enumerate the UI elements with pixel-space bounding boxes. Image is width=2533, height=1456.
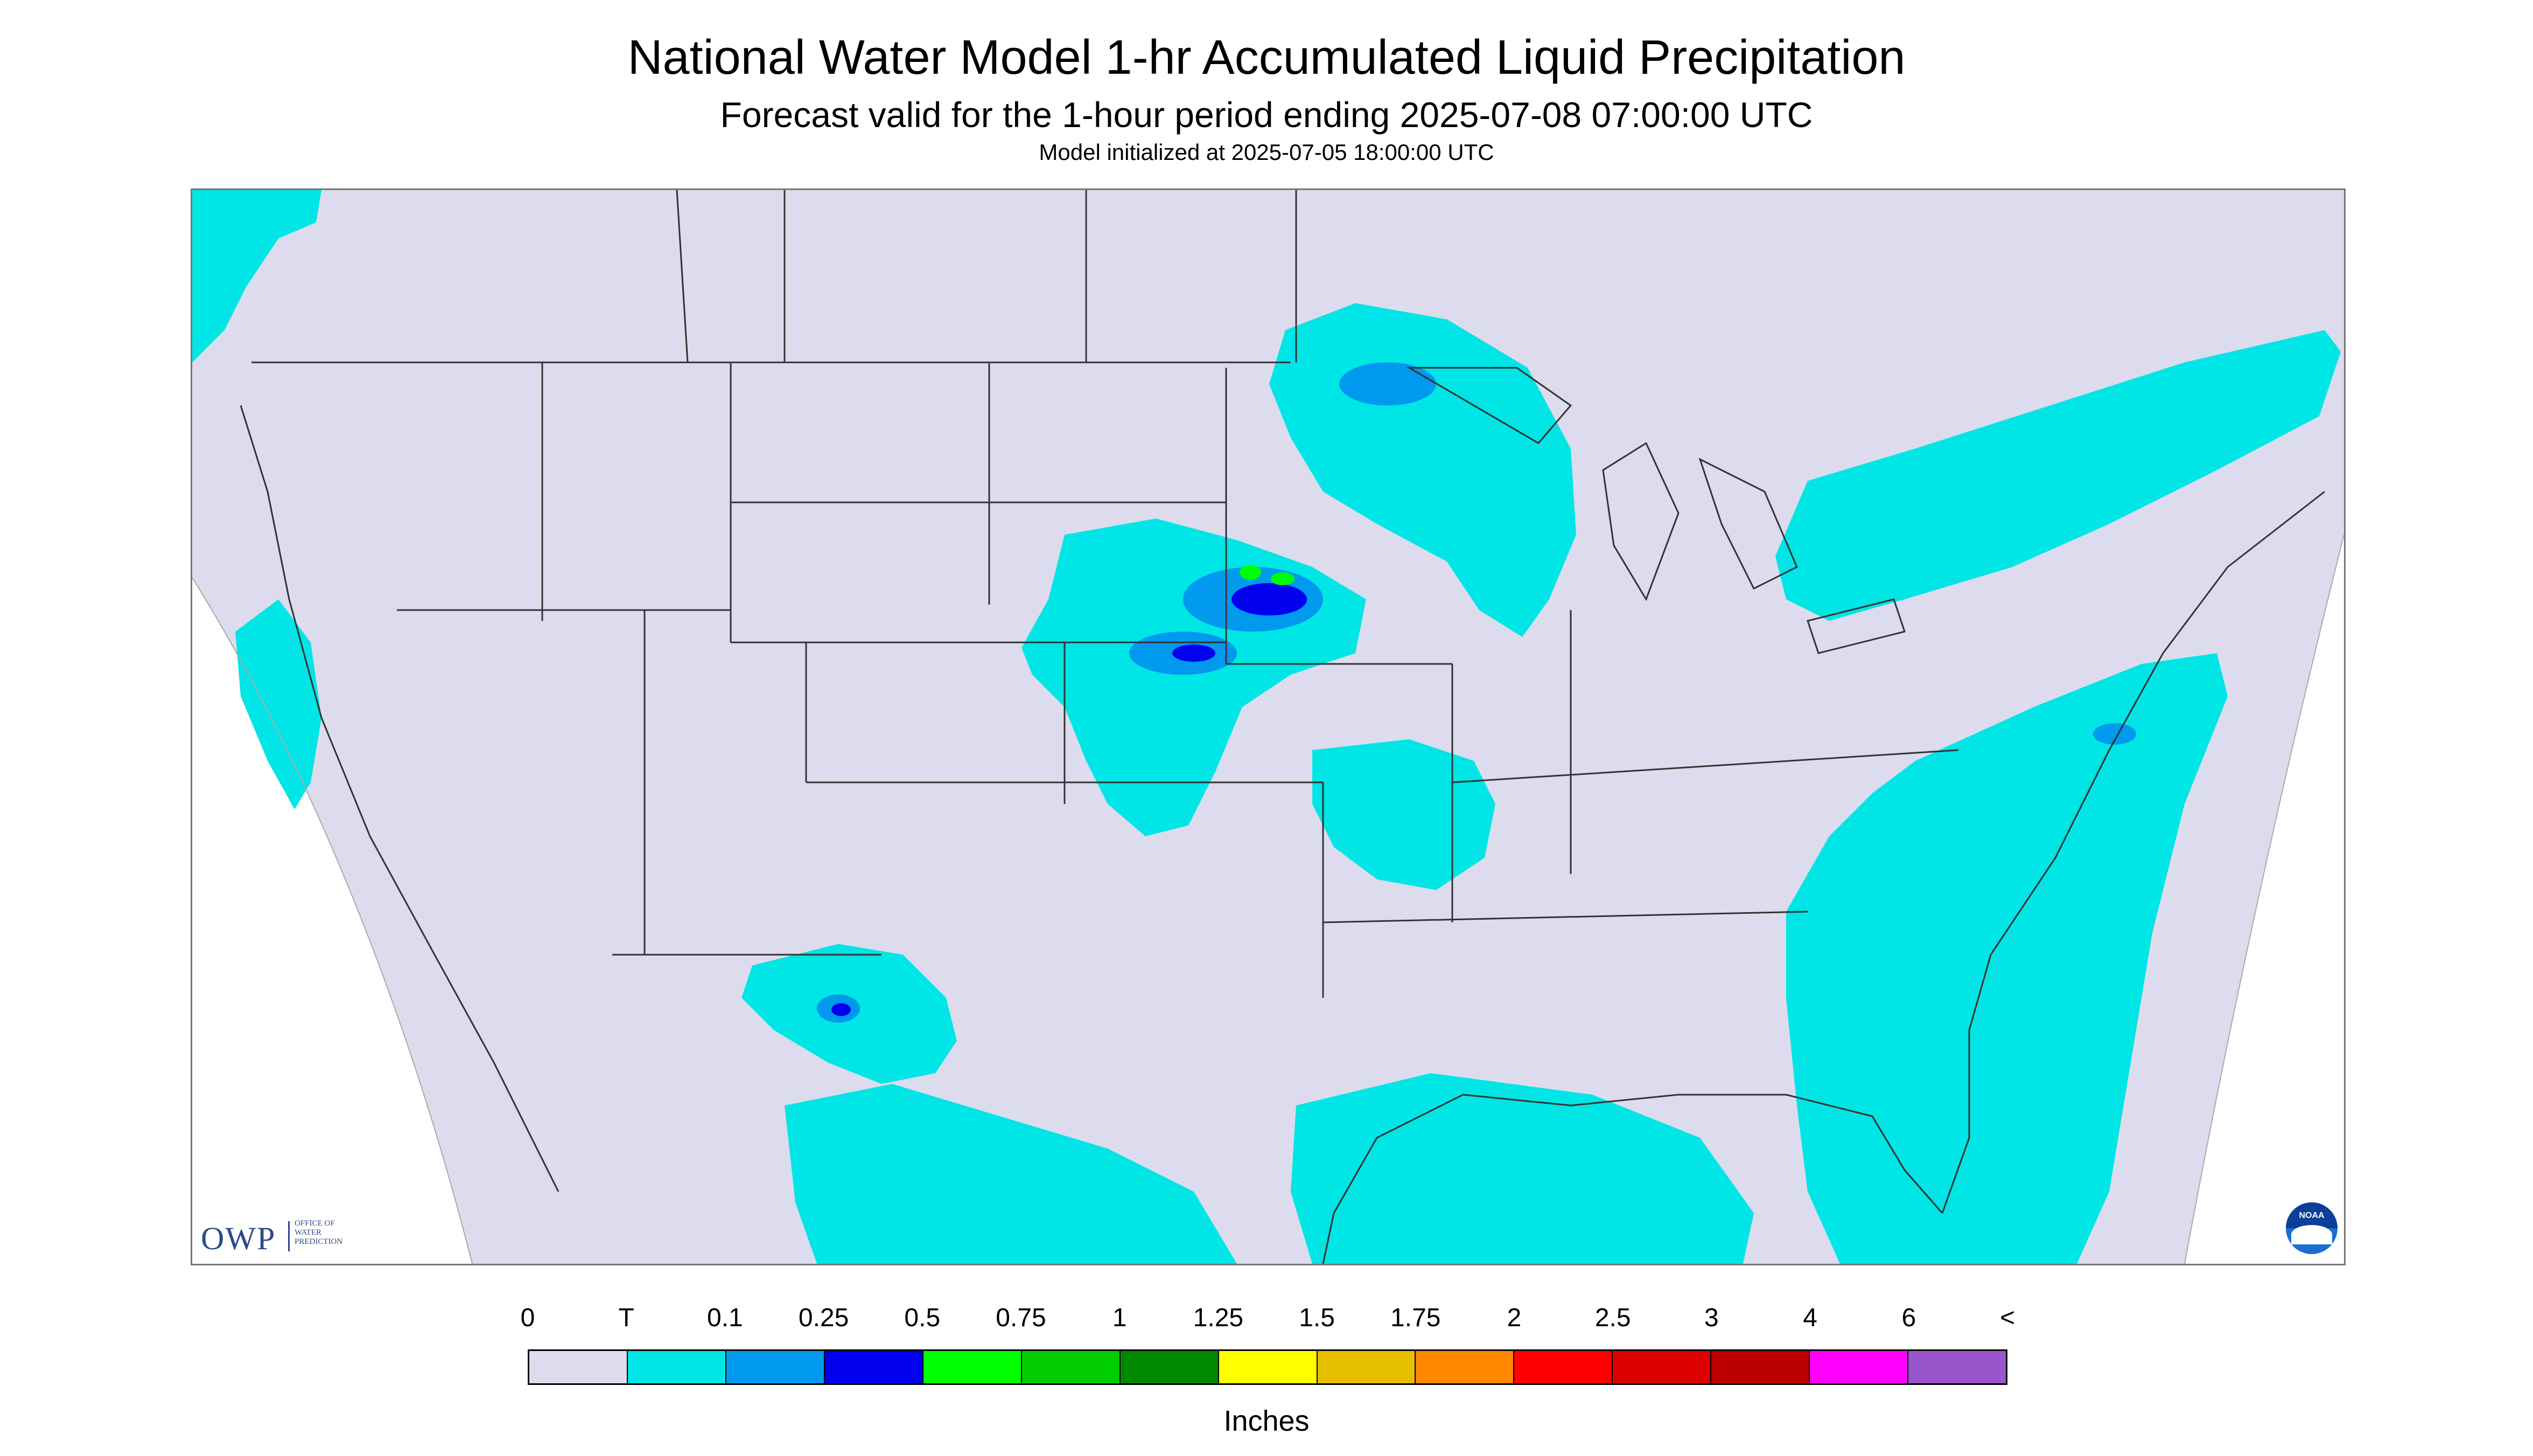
legend-label: 0.75 [996, 1304, 1046, 1332]
legend-swatch [1908, 1351, 2006, 1383]
precip-half-minnesota-a [1240, 565, 1261, 580]
precip-core-superior [1339, 362, 1436, 405]
legend-label: 4 [1803, 1304, 1817, 1332]
legend-label: 0.25 [798, 1304, 849, 1332]
precip-area-southeast [1786, 653, 2228, 1264]
legend-swatch [824, 1351, 923, 1383]
precip-quarter-nm [831, 1003, 851, 1016]
legend-labels: 0 T 0.1 0.25 0.5 0.75 1 1.25 1.5 1.75 2 2.5 3 4 6 < [0, 1305, 2533, 1338]
noaa-emblem-icon: NOAA [2286, 1202, 2338, 1254]
great-lakes-outline [1406, 367, 1906, 654]
noaa-emblem-wave [2291, 1225, 2332, 1244]
legend-label: 1 [1112, 1304, 1127, 1332]
precip-area-gulf [1291, 1073, 1754, 1264]
precip-area-mexico [785, 1084, 1237, 1264]
map-canvas [192, 190, 2344, 1264]
precip-area-pacific-nw [192, 190, 321, 362]
model-domain-edge [192, 534, 2344, 1264]
noaa-emblem-text: NOAA [2299, 1211, 2325, 1220]
boundary-line [397, 362, 1959, 998]
legend-swatch [1219, 1351, 1318, 1383]
legend-label: 0.5 [904, 1304, 941, 1332]
legend-label: T [618, 1304, 634, 1332]
precip-area-northeast [1775, 330, 2341, 621]
owp-logo-fullname: OFFICE OF WATER PREDICTION [295, 1219, 375, 1247]
legend-label: 3 [1704, 1304, 1719, 1332]
legend-swatch [1120, 1351, 1219, 1383]
coastline-west [240, 405, 559, 1192]
noaa-emblem-sky [2286, 1202, 2338, 1228]
precipitation-map: OWP OFFICE OF WATER PREDICTION NOAA [191, 188, 2346, 1265]
precip-half-minnesota-b [1271, 572, 1295, 585]
legend-swatch [726, 1351, 825, 1383]
legend-swatch [1021, 1351, 1121, 1383]
owp-logo-divider [288, 1221, 290, 1251]
legend-swatch [529, 1351, 628, 1383]
coastline-east [1941, 491, 2325, 1214]
boundary-line [783, 190, 1297, 362]
precip-area-ozarks [1312, 739, 1495, 890]
chart-title: National Water Model 1-hr Accumulated Li… [627, 31, 1906, 85]
legend-units: Inches [1223, 1405, 1310, 1437]
precip-quarter-areas [831, 583, 1307, 1016]
boundary-line [257, 190, 689, 363]
owp-logo-text: OWP [201, 1221, 276, 1256]
legend-swatch [1514, 1351, 1613, 1383]
legend-swatch [1613, 1351, 1712, 1383]
precip-trace-areas [192, 190, 2341, 1264]
coastline-gulf [1322, 1094, 1943, 1264]
precip-quarter-minnesota [1231, 583, 1307, 615]
legend-swatch [923, 1351, 1022, 1383]
precip-half-areas [1240, 565, 1295, 585]
forecast-valid-subtitle: Forecast valid for the 1-hour period end… [720, 95, 1813, 135]
legend-label: 6 [1901, 1304, 1916, 1332]
legend-swatch [1416, 1351, 1515, 1383]
legend-label: < [1999, 1304, 2016, 1332]
state-boundaries [240, 190, 2325, 1264]
precip-area-west-coast [235, 599, 321, 809]
legend-label: 2 [1507, 1304, 1522, 1332]
legend-swatch [1711, 1351, 1810, 1383]
legend-label: 0.1 [707, 1304, 743, 1332]
legend-swatch [1810, 1351, 1909, 1383]
legend-swatch [1317, 1351, 1416, 1383]
precip-core-nc [2093, 723, 2136, 745]
model-init-text: Model initialized at 2025-07-05 18:00:00… [1039, 139, 1494, 165]
owp-line-3: PREDICTION [295, 1237, 343, 1246]
legend-label: 1.5 [1299, 1304, 1335, 1332]
owp-line-2: WATER [295, 1228, 321, 1237]
owp-line-1: OFFICE OF [295, 1219, 335, 1228]
legend-color-bar [528, 1349, 2007, 1385]
precip-quarter-nebraska [1172, 645, 1215, 662]
legend-label: 1.25 [1193, 1304, 1244, 1332]
legend-label: 0 [520, 1304, 535, 1332]
legend-label: 2.5 [1594, 1304, 1631, 1332]
legend-label: 1.75 [1390, 1304, 1441, 1332]
owp-logo: OWP OFFICE OF WATER PREDICTION [201, 1216, 379, 1259]
legend-swatch [627, 1351, 726, 1383]
